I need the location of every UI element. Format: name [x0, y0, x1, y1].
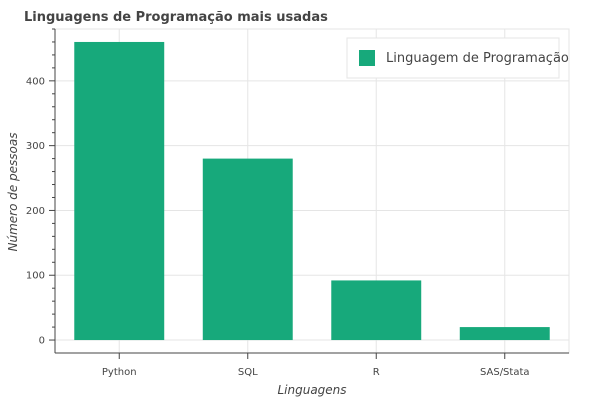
x-axis-label: Linguagens [277, 383, 346, 397]
y-tick-label: 400 [26, 76, 45, 87]
chart-title: Linguagens de Programação mais usadas [24, 10, 328, 25]
legend-box [346, 37, 560, 79]
bar-sas-stata [459, 327, 550, 341]
y-axis-label: Número de pessoas [6, 132, 20, 251]
y-tick-label: 300 [26, 141, 45, 152]
y-tick-label: 100 [26, 271, 45, 282]
legend-label: Linguagem de Programação [386, 51, 569, 66]
axes [54, 29, 569, 354]
legend: Linguagem de Programação [346, 37, 569, 79]
legend-swatch [359, 50, 375, 66]
x-tick-label: R [373, 367, 380, 378]
y-ticks: 0 100 200 300 400 [26, 28, 55, 347]
bars [74, 41, 550, 341]
bar-sql [202, 158, 293, 341]
x-tick-label: SQL [238, 367, 258, 378]
x-tick-label: SAS/Stata [480, 367, 530, 378]
y-tick-label: 200 [26, 206, 45, 217]
y-tick-label: 0 [39, 336, 45, 347]
x-tick-label: Python [102, 367, 137, 378]
x-ticks: Python SQL R SAS/Stata [102, 353, 530, 378]
bar-python [74, 41, 165, 341]
bar-r [331, 280, 422, 341]
